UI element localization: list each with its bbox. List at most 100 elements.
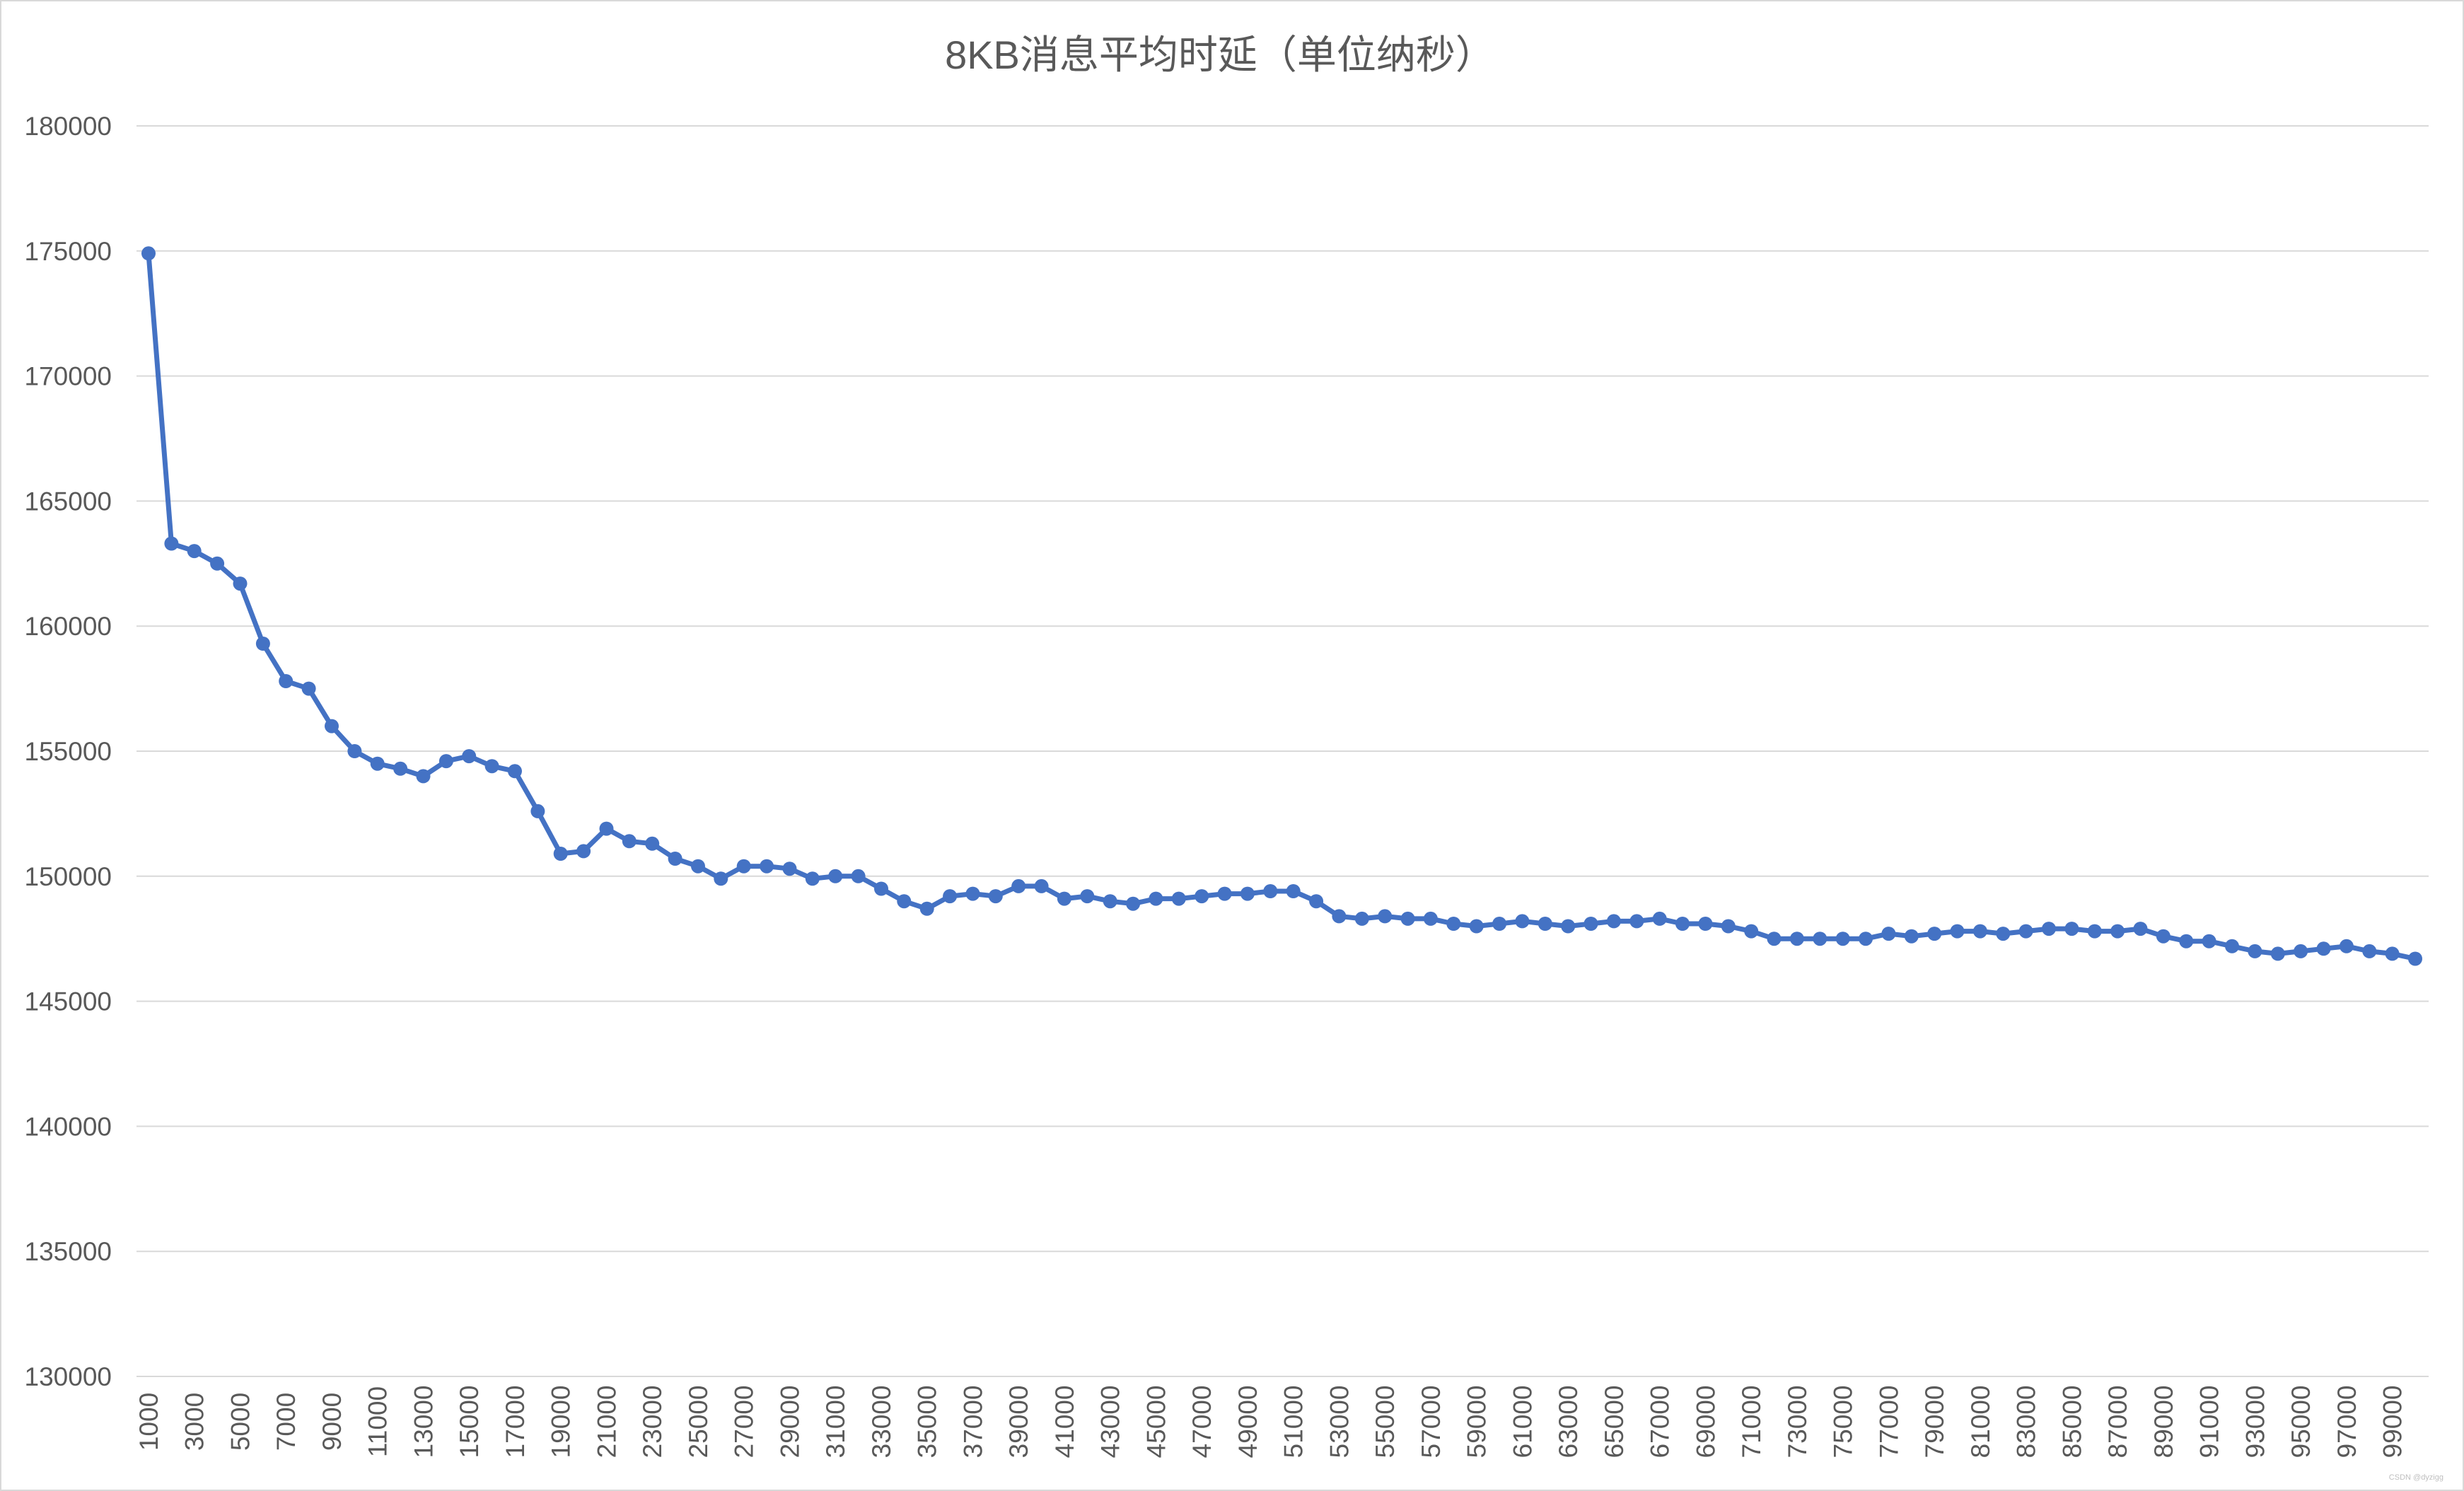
x-tick-label: 77000 bbox=[1874, 1386, 1903, 1458]
data-point bbox=[1446, 917, 1461, 931]
x-tick-label: 55000 bbox=[1371, 1386, 1400, 1458]
data-point bbox=[1034, 878, 1049, 893]
x-tick-label: 17000 bbox=[501, 1386, 530, 1458]
data-point bbox=[347, 744, 362, 758]
x-tick-label: 71000 bbox=[1737, 1386, 1766, 1458]
data-point bbox=[1675, 917, 1690, 931]
x-tick-label: 45000 bbox=[1141, 1386, 1170, 1458]
series-line bbox=[146, 253, 2416, 961]
data-point bbox=[370, 756, 385, 771]
data-point bbox=[1904, 929, 1919, 944]
data-point bbox=[897, 894, 912, 909]
x-tick-label: 9000 bbox=[318, 1393, 347, 1451]
y-tick-label: 150000 bbox=[25, 862, 112, 891]
data-point bbox=[1149, 891, 1163, 906]
data-point bbox=[622, 834, 637, 849]
x-tick-label: 59000 bbox=[1463, 1386, 1492, 1458]
x-tick-label: 3000 bbox=[180, 1393, 209, 1451]
data-point bbox=[1400, 911, 1415, 926]
data-point bbox=[2362, 944, 2377, 958]
x-tick-label: 51000 bbox=[1279, 1386, 1308, 1458]
x-tick-label: 15000 bbox=[455, 1386, 484, 1458]
data-point bbox=[2110, 924, 2125, 939]
x-tick-label: 81000 bbox=[1966, 1386, 1995, 1458]
data-point bbox=[919, 901, 934, 916]
data-point bbox=[599, 821, 614, 836]
x-tick-label: 91000 bbox=[2195, 1386, 2224, 1458]
data-point bbox=[2156, 929, 2170, 944]
x-tick-label: 7000 bbox=[272, 1393, 301, 1451]
x-tick-label: 75000 bbox=[1829, 1386, 1858, 1458]
data-point bbox=[164, 536, 179, 551]
x-tick-label: 27000 bbox=[730, 1386, 759, 1458]
x-tick-label: 79000 bbox=[1920, 1386, 1949, 1458]
x-tick-label: 85000 bbox=[2057, 1386, 2086, 1458]
x-tick-label: 31000 bbox=[821, 1386, 850, 1458]
data-point bbox=[1859, 932, 1873, 946]
data-point bbox=[1492, 917, 1507, 931]
data-point bbox=[874, 881, 888, 896]
data-point bbox=[2087, 924, 2102, 939]
data-point bbox=[1423, 911, 1438, 926]
data-point bbox=[1744, 924, 1759, 939]
x-tick-label: 95000 bbox=[2286, 1386, 2315, 1458]
x-tick-label: 65000 bbox=[1600, 1386, 1629, 1458]
data-series bbox=[141, 246, 2422, 966]
data-point bbox=[851, 869, 866, 883]
data-point bbox=[1103, 894, 1117, 909]
data-point bbox=[1309, 894, 1324, 909]
x-tick-label: 43000 bbox=[1096, 1386, 1125, 1458]
x-tick-label: 33000 bbox=[867, 1386, 896, 1458]
x-tick-label: 97000 bbox=[2332, 1386, 2361, 1458]
data-point bbox=[1195, 889, 1209, 904]
data-point bbox=[1469, 919, 1484, 934]
data-point bbox=[805, 871, 820, 886]
data-point bbox=[2202, 934, 2216, 948]
data-point bbox=[325, 719, 339, 733]
x-tick-label: 63000 bbox=[1554, 1386, 1583, 1458]
x-axis-tick-labels: 1000 3000 5000 7000 9000 11000 13000 15000 17000… bbox=[134, 1386, 2407, 1458]
data-point bbox=[691, 859, 705, 874]
y-tick-label: 140000 bbox=[25, 1112, 112, 1141]
x-tick-label: 87000 bbox=[2103, 1386, 2132, 1458]
data-point bbox=[1354, 911, 1369, 926]
data-point bbox=[1583, 917, 1598, 931]
x-tick-label: 35000 bbox=[913, 1386, 942, 1458]
data-point bbox=[508, 764, 522, 779]
x-tick-label: 37000 bbox=[958, 1386, 987, 1458]
y-tick-label: 130000 bbox=[25, 1362, 112, 1391]
x-tick-label: 41000 bbox=[1050, 1386, 1079, 1458]
data-point bbox=[736, 859, 751, 874]
data-point bbox=[943, 889, 958, 904]
x-tick-label: 61000 bbox=[1508, 1386, 1537, 1458]
data-point bbox=[1652, 911, 1667, 926]
x-tick-label: 39000 bbox=[1004, 1386, 1033, 1458]
data-point bbox=[1950, 924, 1965, 939]
data-point bbox=[2408, 951, 2422, 966]
data-point bbox=[1767, 932, 1782, 946]
data-point bbox=[1286, 884, 1301, 898]
y-tick-label: 155000 bbox=[25, 737, 112, 766]
chart-title: 8KB消息平均时延（单位纳秒） bbox=[945, 33, 1495, 77]
data-point bbox=[965, 886, 980, 901]
x-tick-label: 47000 bbox=[1187, 1386, 1216, 1458]
data-point bbox=[1171, 891, 1186, 906]
data-point bbox=[2042, 922, 2056, 936]
y-tick-label: 165000 bbox=[25, 487, 112, 516]
y-tick-label: 170000 bbox=[25, 362, 112, 391]
data-point bbox=[1629, 914, 1644, 929]
data-point bbox=[416, 769, 431, 784]
x-tick-label: 53000 bbox=[1325, 1386, 1354, 1458]
data-point bbox=[1515, 914, 1530, 929]
data-point bbox=[2270, 946, 2285, 961]
y-tick-label: 160000 bbox=[25, 612, 112, 641]
data-point bbox=[1881, 927, 1896, 941]
data-point bbox=[2385, 946, 2400, 961]
data-point bbox=[279, 674, 294, 688]
data-point bbox=[1972, 924, 1987, 939]
data-point bbox=[438, 754, 453, 769]
x-tick-label: 57000 bbox=[1417, 1386, 1446, 1458]
data-point bbox=[828, 869, 843, 883]
